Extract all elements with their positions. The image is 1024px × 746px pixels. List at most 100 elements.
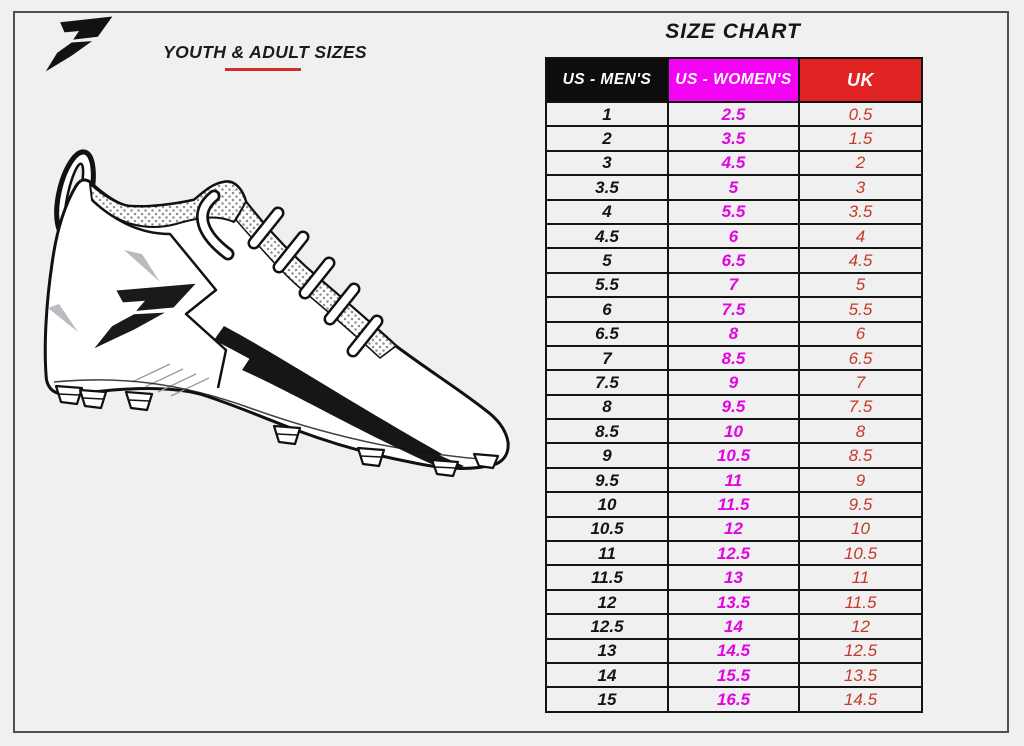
us-mens-size: 11.5 — [545, 564, 669, 591]
uk-size: 7.5 — [798, 393, 923, 421]
uk-size: 14.5 — [798, 686, 923, 713]
us-womens-size: 8 — [667, 320, 800, 347]
us-womens-size: 13.5 — [667, 588, 800, 616]
size-row: 10.5 12 10 — [545, 515, 923, 543]
uk-size: 2 — [798, 149, 923, 177]
us-mens-size: 11 — [545, 540, 669, 567]
phenom-logo-icon — [45, 16, 113, 72]
uk-size: 12.5 — [798, 637, 923, 665]
us-womens-size: 4.5 — [667, 149, 800, 177]
uk-size: 4 — [798, 222, 923, 250]
size-conversion-table: US - MEN'S US - WOMEN'S UK 1 2.5 0.5 2 3.5 1.… — [545, 57, 923, 713]
heading-underline — [225, 68, 301, 71]
uk-size: 9.5 — [798, 491, 923, 518]
uk-size: 9 — [798, 466, 923, 494]
us-mens-size: 3.5 — [545, 174, 669, 201]
us-mens-size: 9.5 — [545, 466, 669, 494]
us-mens-size: 10 — [545, 491, 669, 518]
uk-size: 3 — [798, 174, 923, 201]
us-womens-size: 8.5 — [667, 344, 800, 372]
us-mens-size: 10.5 — [545, 515, 669, 543]
size-row: 9 10.5 8.5 — [545, 442, 923, 469]
size-row: 12.5 14 12 — [545, 613, 923, 640]
size-row: 12 13.5 11.5 — [545, 588, 923, 616]
us-womens-size: 9.5 — [667, 393, 800, 421]
heel-accent — [48, 304, 78, 332]
us-womens-size: 9 — [667, 369, 800, 396]
us-mens-size: 6 — [545, 296, 669, 323]
size-row: 11.5 13 11 — [545, 564, 923, 591]
column-header-uk: UK — [798, 57, 923, 103]
us-womens-size: 5 — [667, 174, 800, 201]
uk-size: 5 — [798, 271, 923, 299]
size-row: 14 15.5 13.5 — [545, 661, 923, 689]
us-womens-size: 16.5 — [667, 686, 800, 713]
us-womens-size: 11 — [667, 466, 800, 494]
uk-size: 11.5 — [798, 588, 923, 616]
us-womens-size: 2.5 — [667, 100, 800, 128]
us-mens-size: 5 — [545, 247, 669, 274]
us-mens-size: 7 — [545, 344, 669, 372]
size-row: 9.5 11 9 — [545, 466, 923, 494]
size-row: 3.5 5 3 — [545, 174, 923, 201]
size-row: 6 7.5 5.5 — [545, 296, 923, 323]
us-womens-size: 10.5 — [667, 442, 800, 469]
us-mens-size: 4 — [545, 198, 669, 225]
us-mens-size: 4.5 — [545, 222, 669, 250]
size-row: 7.5 9 7 — [545, 369, 923, 396]
size-row: 3 4.5 2 — [545, 149, 923, 177]
cleat-illustration-icon — [43, 149, 510, 478]
us-womens-size: 7 — [667, 271, 800, 299]
us-womens-size: 6 — [667, 222, 800, 250]
uk-size: 12 — [798, 613, 923, 640]
table-header-row: US - MEN'S US - WOMEN'S UK — [545, 57, 923, 103]
us-mens-size: 1 — [545, 100, 669, 128]
us-womens-size: 14 — [667, 613, 800, 640]
chart-title: SIZE CHART — [665, 20, 801, 43]
laces — [196, 189, 384, 358]
us-mens-size: 9 — [545, 442, 669, 469]
us-womens-size: 6.5 — [667, 247, 800, 274]
us-mens-size: 6.5 — [545, 320, 669, 347]
uk-size: 6.5 — [798, 344, 923, 372]
us-womens-size: 13 — [667, 564, 800, 591]
us-mens-size: 15 — [545, 686, 669, 713]
uk-size: 1.5 — [798, 125, 923, 152]
us-mens-size: 8 — [545, 393, 669, 421]
us-womens-size: 14.5 — [667, 637, 800, 665]
size-row: 4.5 6 4 — [545, 222, 923, 250]
size-row: 6.5 8 6 — [545, 320, 923, 347]
size-row: 10 11.5 9.5 — [545, 491, 923, 518]
us-womens-size: 3.5 — [667, 125, 800, 152]
us-mens-size: 2 — [545, 125, 669, 152]
us-womens-size: 10 — [667, 418, 800, 445]
size-row: 4 5.5 3.5 — [545, 198, 923, 225]
us-womens-size: 5.5 — [667, 198, 800, 225]
uk-size: 10.5 — [798, 540, 923, 567]
section-heading: YOUTH & ADULT SIZES — [163, 42, 367, 62]
us-womens-size: 12.5 — [667, 540, 800, 567]
uk-size: 11 — [798, 564, 923, 591]
us-mens-size: 14 — [545, 661, 669, 689]
size-row: 5 6.5 4.5 — [545, 247, 923, 274]
us-mens-size: 3 — [545, 149, 669, 177]
size-row: 8 9.5 7.5 — [545, 393, 923, 421]
us-womens-size: 15.5 — [667, 661, 800, 689]
uk-size: 8.5 — [798, 442, 923, 469]
us-mens-size: 12.5 — [545, 613, 669, 640]
uk-size: 8 — [798, 418, 923, 445]
size-row: 7 8.5 6.5 — [545, 344, 923, 372]
size-row: 15 16.5 14.5 — [545, 686, 923, 713]
uk-size: 0.5 — [798, 100, 923, 128]
uk-size: 4.5 — [798, 247, 923, 274]
uk-size: 10 — [798, 515, 923, 543]
us-mens-size: 13 — [545, 637, 669, 665]
size-row: 11 12.5 10.5 — [545, 540, 923, 567]
uk-size: 3.5 — [798, 198, 923, 225]
us-womens-size: 12 — [667, 515, 800, 543]
size-row: 1 2.5 0.5 — [545, 100, 923, 128]
cleat-studs — [54, 384, 500, 478]
us-mens-size: 8.5 — [545, 418, 669, 445]
uk-size: 7 — [798, 369, 923, 396]
